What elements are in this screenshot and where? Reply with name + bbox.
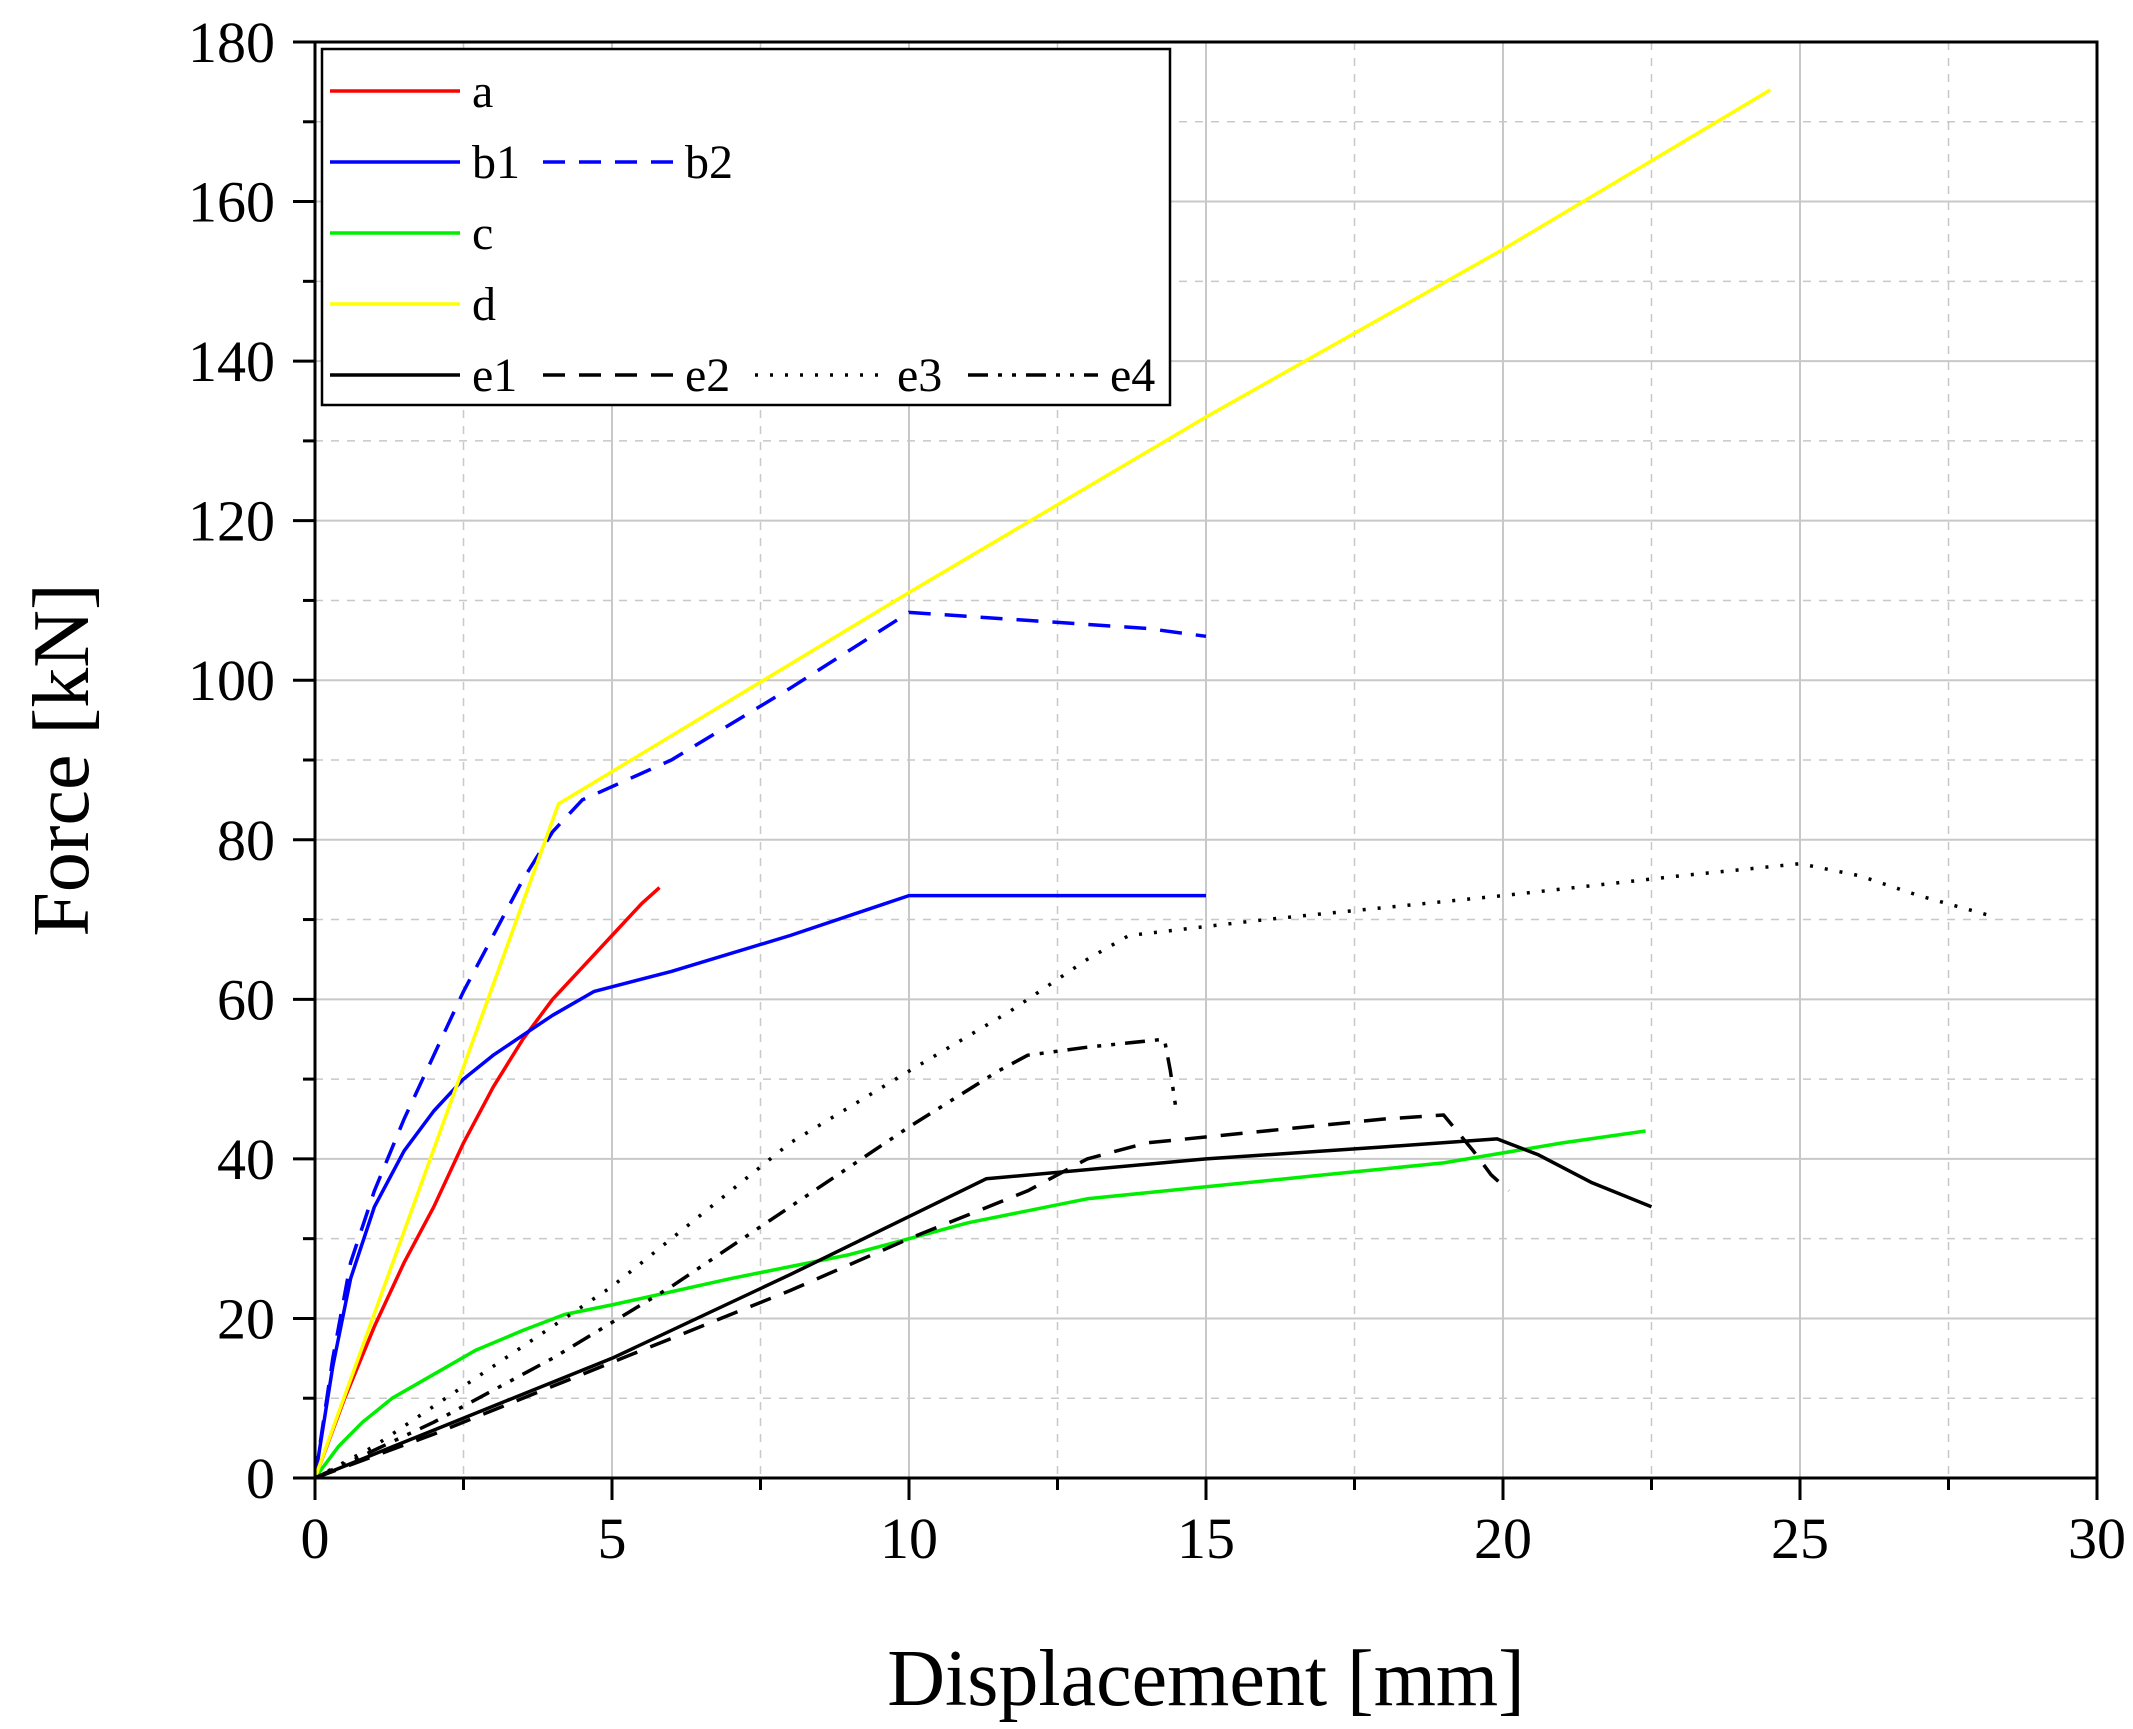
legend-box [320,47,1172,407]
x-tick-label: 10 [880,1506,938,1571]
y-tick-label: 40 [217,1127,275,1192]
x-tick-label: 20 [1474,1506,1532,1571]
legend-label-e1: e1 [472,349,517,402]
legend-label-b1: b1 [472,136,520,189]
series-c-line [313,1129,1646,1480]
legend-label-c: c [472,207,493,260]
legend-label-e4: e4 [1110,349,1155,402]
series-e1-line [314,1137,1653,1480]
series-b1-line [313,893,1206,1479]
series-layer [313,88,1991,1480]
y-tick-label: 100 [188,648,275,713]
ticks [293,40,2099,1500]
y-tick-label: 160 [188,170,275,235]
series-a-line [313,886,661,1479]
legend-label-a: a [472,65,493,118]
y-tick-label: 0 [246,1446,275,1511]
legend-label-e2: e2 [685,349,730,402]
y-axis-title: Force [kN] [18,583,106,936]
x-tick-label: 15 [1177,1506,1235,1571]
y-tick-labels: 0 20 40 60 80 100 120 140 160 180 [188,10,275,1511]
y-tick-label: 120 [188,489,275,554]
legend-label-b2: b2 [685,136,733,189]
series-e4-line [314,1037,1179,1480]
y-tick-label: 180 [188,10,275,75]
legend: a b1 b2 cd e1 e2 e3 e4 [320,47,1172,407]
series-b2-line [313,610,1207,1479]
x-tick-label: 5 [598,1506,627,1571]
legend-label-d: d [472,278,496,331]
y-tick-label: 80 [217,808,275,873]
x-axis-title: Displacement [mm] [887,1635,1525,1723]
legend-label-e3: e3 [897,349,942,402]
series-d-line [313,88,1772,1479]
x-tick-label: 30 [2068,1506,2126,1571]
y-tick-label: 60 [217,967,275,1032]
x-tick-label: 0 [301,1506,330,1571]
x-tick-label: 25 [1771,1506,1829,1571]
series-e2-line [314,1113,1511,1480]
series-e3-line [314,861,1991,1480]
y-tick-label: 140 [188,329,275,394]
x-tick-labels: 0 5 10 15 20 25 30 [301,1506,2127,1571]
y-tick-label: 20 [217,1286,275,1351]
